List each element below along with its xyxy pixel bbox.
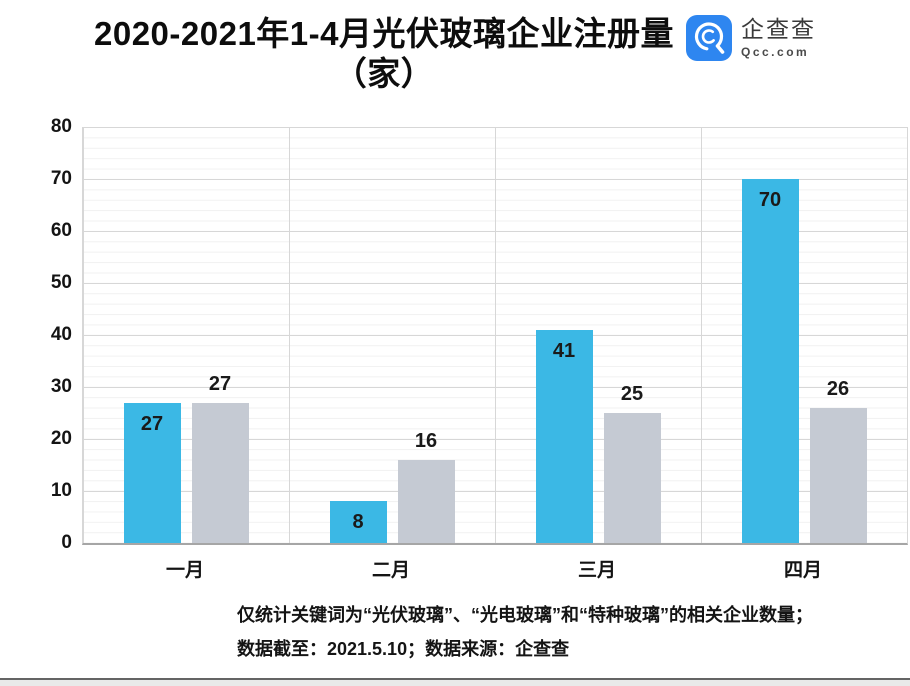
qcc-logo: 企查查 Qcc.com — [686, 15, 816, 61]
y-tick-label: 80 — [50, 116, 72, 137]
bar-group-mar: 41 25 — [495, 127, 701, 543]
bar-blue-jan: 27 — [123, 402, 181, 543]
bar-gray-mar: 25 — [603, 383, 661, 543]
footnote-line1: 仅统计关键词为“光伏玻璃”、“光电玻璃”和“特种玻璃”的相关企业数量； — [237, 605, 813, 625]
y-tick-label: 10 — [50, 480, 72, 501]
y-tick-label: 60 — [50, 220, 72, 241]
bar-group-apr: 70 26 — [701, 127, 907, 543]
bar-blue-apr: 70 — [741, 179, 799, 543]
chart-title-line1: 2020-2021年1-4月光伏玻璃企业注册量 — [93, 15, 674, 52]
bar-value-label: 41 — [552, 339, 576, 362]
bar-series: 27 27 8 16 41 25 70 — [83, 127, 907, 543]
qcc-logo-icon — [686, 15, 732, 61]
bar-value-label: 70 — [758, 189, 782, 211]
x-tick-label-apr: 四月 — [783, 560, 822, 581]
bar-value-label: 27 — [140, 412, 164, 435]
y-tick-label: 20 — [50, 428, 72, 449]
footnote-line2: 数据截至：2021.5.10；数据来源：企查查 — [237, 639, 570, 659]
qcc-logo-text: 企查查 Qcc.com — [741, 16, 816, 59]
bar-value-label: 16 — [414, 429, 438, 452]
y-tick-label: 70 — [50, 168, 72, 189]
bar-blue-mar: 41 — [535, 329, 593, 543]
qcc-logo-domain: Qcc.com — [741, 45, 810, 59]
x-tick-label-feb: 二月 — [371, 560, 410, 581]
chart-title-line2: （家） — [333, 55, 435, 92]
x-axis: 一月 二月 三月 四月 — [82, 555, 906, 582]
bar-blue-feb: 8 — [329, 501, 387, 543]
y-tick-label: 30 — [50, 376, 72, 397]
y-tick-label: 50 — [50, 272, 72, 293]
bar-gray-apr: 26 — [809, 378, 867, 543]
bar-value-label: 25 — [620, 383, 644, 405]
bottom-divider — [0, 678, 910, 686]
bar-value-label: 8 — [352, 511, 364, 534]
y-axis: 80 70 60 50 40 30 20 10 0 — [0, 116, 72, 553]
qcc-logo-name: 企查查 — [741, 16, 816, 42]
y-tick-label: 0 — [61, 532, 72, 553]
bar-gray-feb: 16 — [397, 430, 455, 543]
y-tick-label: 40 — [50, 324, 72, 345]
bar-group-jan: 27 27 — [83, 127, 289, 543]
footnote: 仅统计关键词为“光伏玻璃”、“光电玻璃”和“特种玻璃”的相关企业数量； 数据截至… — [237, 598, 897, 666]
chart-title: 2020-2021年1-4月光伏玻璃企业注册量 （家） — [94, 14, 674, 94]
bar-value-label: 27 — [208, 372, 232, 395]
x-tick-label-jan: 一月 — [165, 560, 204, 581]
bar-group-feb: 8 16 — [289, 127, 495, 543]
bar-value-label: 26 — [826, 377, 850, 400]
header: 2020-2021年1-4月光伏玻璃企业注册量 （家） 企查查 Qcc.com — [0, 14, 910, 94]
x-tick-label-mar: 三月 — [577, 560, 616, 581]
bar-gray-jan: 27 — [191, 373, 249, 543]
